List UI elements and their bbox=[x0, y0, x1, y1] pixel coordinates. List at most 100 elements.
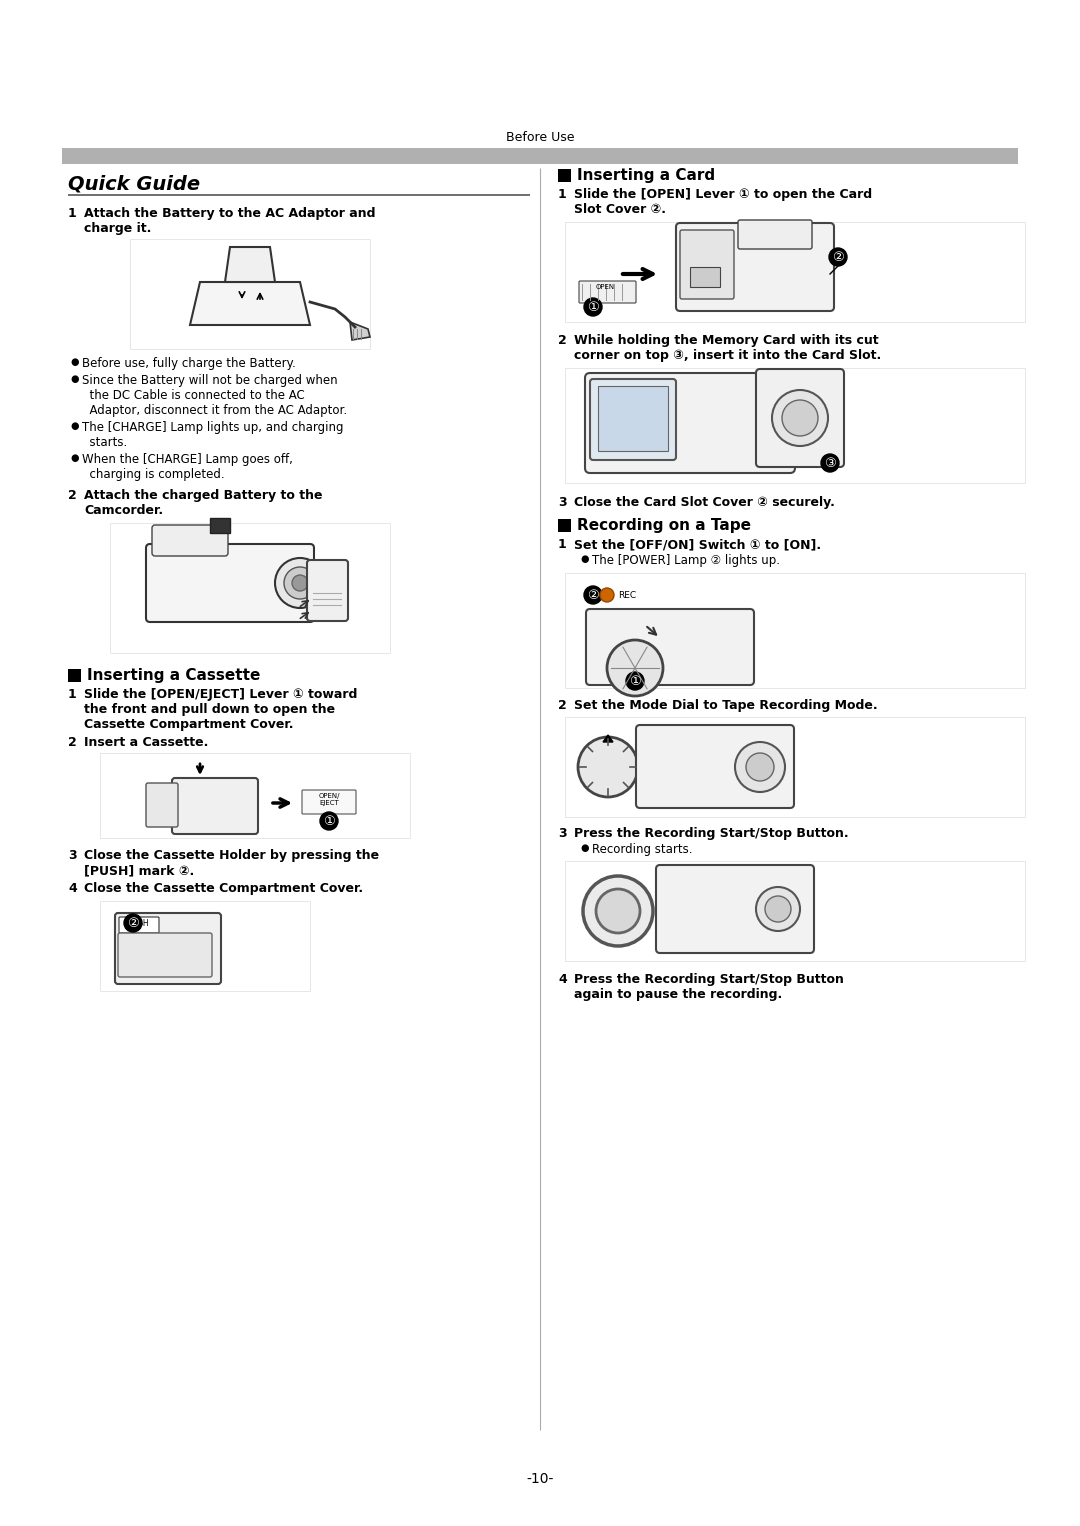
Text: Inserting a Card: Inserting a Card bbox=[577, 168, 715, 183]
Text: 1: 1 bbox=[68, 208, 77, 220]
Text: Recording on a Tape: Recording on a Tape bbox=[577, 517, 751, 533]
Text: 2: 2 bbox=[558, 334, 567, 346]
Circle shape bbox=[829, 249, 847, 266]
FancyBboxPatch shape bbox=[590, 378, 676, 459]
Text: REC: REC bbox=[618, 591, 636, 600]
Bar bbox=[210, 517, 230, 533]
FancyBboxPatch shape bbox=[756, 369, 843, 467]
Text: Attach the Battery to the AC Adaptor and: Attach the Battery to the AC Adaptor and bbox=[84, 208, 376, 220]
Text: charge it.: charge it. bbox=[84, 221, 151, 235]
FancyBboxPatch shape bbox=[579, 281, 636, 304]
Text: Camcorder.: Camcorder. bbox=[84, 504, 163, 517]
Text: Press the Recording Start/Stop Button.: Press the Recording Start/Stop Button. bbox=[573, 827, 849, 839]
Text: Adaptor, disconnect it from the AC Adaptor.: Adaptor, disconnect it from the AC Adapt… bbox=[82, 404, 347, 417]
Text: Set the Mode Dial to Tape Recording Mode.: Set the Mode Dial to Tape Recording Mode… bbox=[573, 699, 878, 713]
Text: ②: ② bbox=[127, 917, 139, 929]
FancyBboxPatch shape bbox=[680, 230, 734, 299]
FancyBboxPatch shape bbox=[586, 609, 754, 685]
Text: 4: 4 bbox=[558, 974, 567, 986]
Text: again to pause the recording.: again to pause the recording. bbox=[573, 987, 782, 1001]
Text: ●: ● bbox=[70, 357, 79, 366]
Text: ①: ① bbox=[629, 674, 640, 688]
Text: Slot Cover ②.: Slot Cover ②. bbox=[573, 203, 666, 217]
Text: Slide the [OPEN] Lever ① to open the Card: Slide the [OPEN] Lever ① to open the Car… bbox=[573, 188, 873, 201]
Text: 1: 1 bbox=[558, 188, 567, 201]
Bar bbox=[100, 900, 310, 990]
Text: 3: 3 bbox=[68, 848, 77, 862]
Text: Attach the charged Battery to the: Attach the charged Battery to the bbox=[84, 488, 323, 502]
Bar bbox=[565, 572, 1025, 688]
Circle shape bbox=[578, 737, 638, 797]
FancyBboxPatch shape bbox=[146, 783, 178, 827]
Circle shape bbox=[320, 812, 338, 830]
Text: OPEN/
EJECT: OPEN/ EJECT bbox=[319, 794, 340, 806]
Circle shape bbox=[772, 391, 828, 446]
Text: OPEN: OPEN bbox=[595, 284, 615, 290]
Text: the DC Cable is connected to the AC: the DC Cable is connected to the AC bbox=[82, 389, 305, 401]
Text: ●: ● bbox=[580, 554, 589, 565]
Circle shape bbox=[584, 298, 602, 316]
Text: Cassette Compartment Cover.: Cassette Compartment Cover. bbox=[84, 719, 294, 731]
Text: ②: ② bbox=[588, 589, 599, 601]
Bar bbox=[130, 240, 370, 349]
Circle shape bbox=[284, 568, 316, 600]
FancyBboxPatch shape bbox=[146, 543, 314, 623]
Circle shape bbox=[756, 887, 800, 931]
Circle shape bbox=[600, 588, 615, 601]
Text: 2: 2 bbox=[68, 488, 77, 502]
Text: -10-: -10- bbox=[526, 1473, 554, 1486]
Text: Before Use: Before Use bbox=[505, 131, 575, 143]
Circle shape bbox=[765, 896, 791, 922]
Polygon shape bbox=[190, 282, 310, 325]
Bar bbox=[110, 523, 390, 653]
Bar bbox=[598, 386, 669, 452]
Circle shape bbox=[584, 586, 602, 604]
Circle shape bbox=[583, 876, 653, 946]
Bar bbox=[565, 368, 1025, 484]
Text: ①: ① bbox=[323, 815, 335, 829]
Bar bbox=[100, 752, 410, 838]
FancyBboxPatch shape bbox=[119, 917, 159, 932]
Text: ●: ● bbox=[70, 421, 79, 430]
Text: Close the Card Slot Cover ② securely.: Close the Card Slot Cover ② securely. bbox=[573, 496, 835, 510]
FancyBboxPatch shape bbox=[118, 932, 212, 977]
Text: 2: 2 bbox=[68, 736, 77, 749]
Text: 3: 3 bbox=[558, 827, 567, 839]
Circle shape bbox=[821, 455, 839, 472]
FancyBboxPatch shape bbox=[307, 560, 348, 621]
FancyBboxPatch shape bbox=[676, 223, 834, 311]
Text: PUSH: PUSH bbox=[129, 919, 149, 928]
Circle shape bbox=[735, 742, 785, 792]
Circle shape bbox=[292, 575, 308, 591]
Bar bbox=[558, 169, 571, 182]
Bar bbox=[565, 861, 1025, 961]
Text: ●: ● bbox=[580, 842, 589, 853]
Text: 1: 1 bbox=[558, 539, 567, 551]
Bar bbox=[558, 519, 571, 533]
Circle shape bbox=[607, 639, 663, 696]
Bar bbox=[565, 221, 1025, 322]
Bar bbox=[565, 717, 1025, 816]
FancyBboxPatch shape bbox=[656, 865, 814, 954]
Text: ②: ② bbox=[832, 250, 843, 264]
Text: Quick Guide: Quick Guide bbox=[68, 175, 200, 194]
Text: ①: ① bbox=[588, 301, 599, 314]
Text: starts.: starts. bbox=[82, 436, 127, 449]
FancyBboxPatch shape bbox=[585, 372, 795, 473]
Text: ●: ● bbox=[70, 374, 79, 385]
Text: Set the [OFF/ON] Switch ① to [ON].: Set the [OFF/ON] Switch ① to [ON]. bbox=[573, 539, 821, 551]
Text: [PUSH] mark ②.: [PUSH] mark ②. bbox=[84, 864, 194, 877]
Text: 3: 3 bbox=[558, 496, 567, 510]
FancyBboxPatch shape bbox=[172, 778, 258, 835]
Circle shape bbox=[746, 752, 774, 781]
FancyBboxPatch shape bbox=[636, 725, 794, 807]
Text: Press the Recording Start/Stop Button: Press the Recording Start/Stop Button bbox=[573, 974, 843, 986]
Text: 2: 2 bbox=[558, 699, 567, 713]
Text: Slide the [OPEN/EJECT] Lever ① toward: Slide the [OPEN/EJECT] Lever ① toward bbox=[84, 688, 357, 700]
Bar bbox=[68, 668, 81, 682]
Circle shape bbox=[596, 890, 640, 932]
Polygon shape bbox=[350, 322, 370, 340]
Circle shape bbox=[124, 914, 141, 932]
Text: Recording starts.: Recording starts. bbox=[592, 842, 692, 856]
Text: 1: 1 bbox=[68, 688, 77, 700]
